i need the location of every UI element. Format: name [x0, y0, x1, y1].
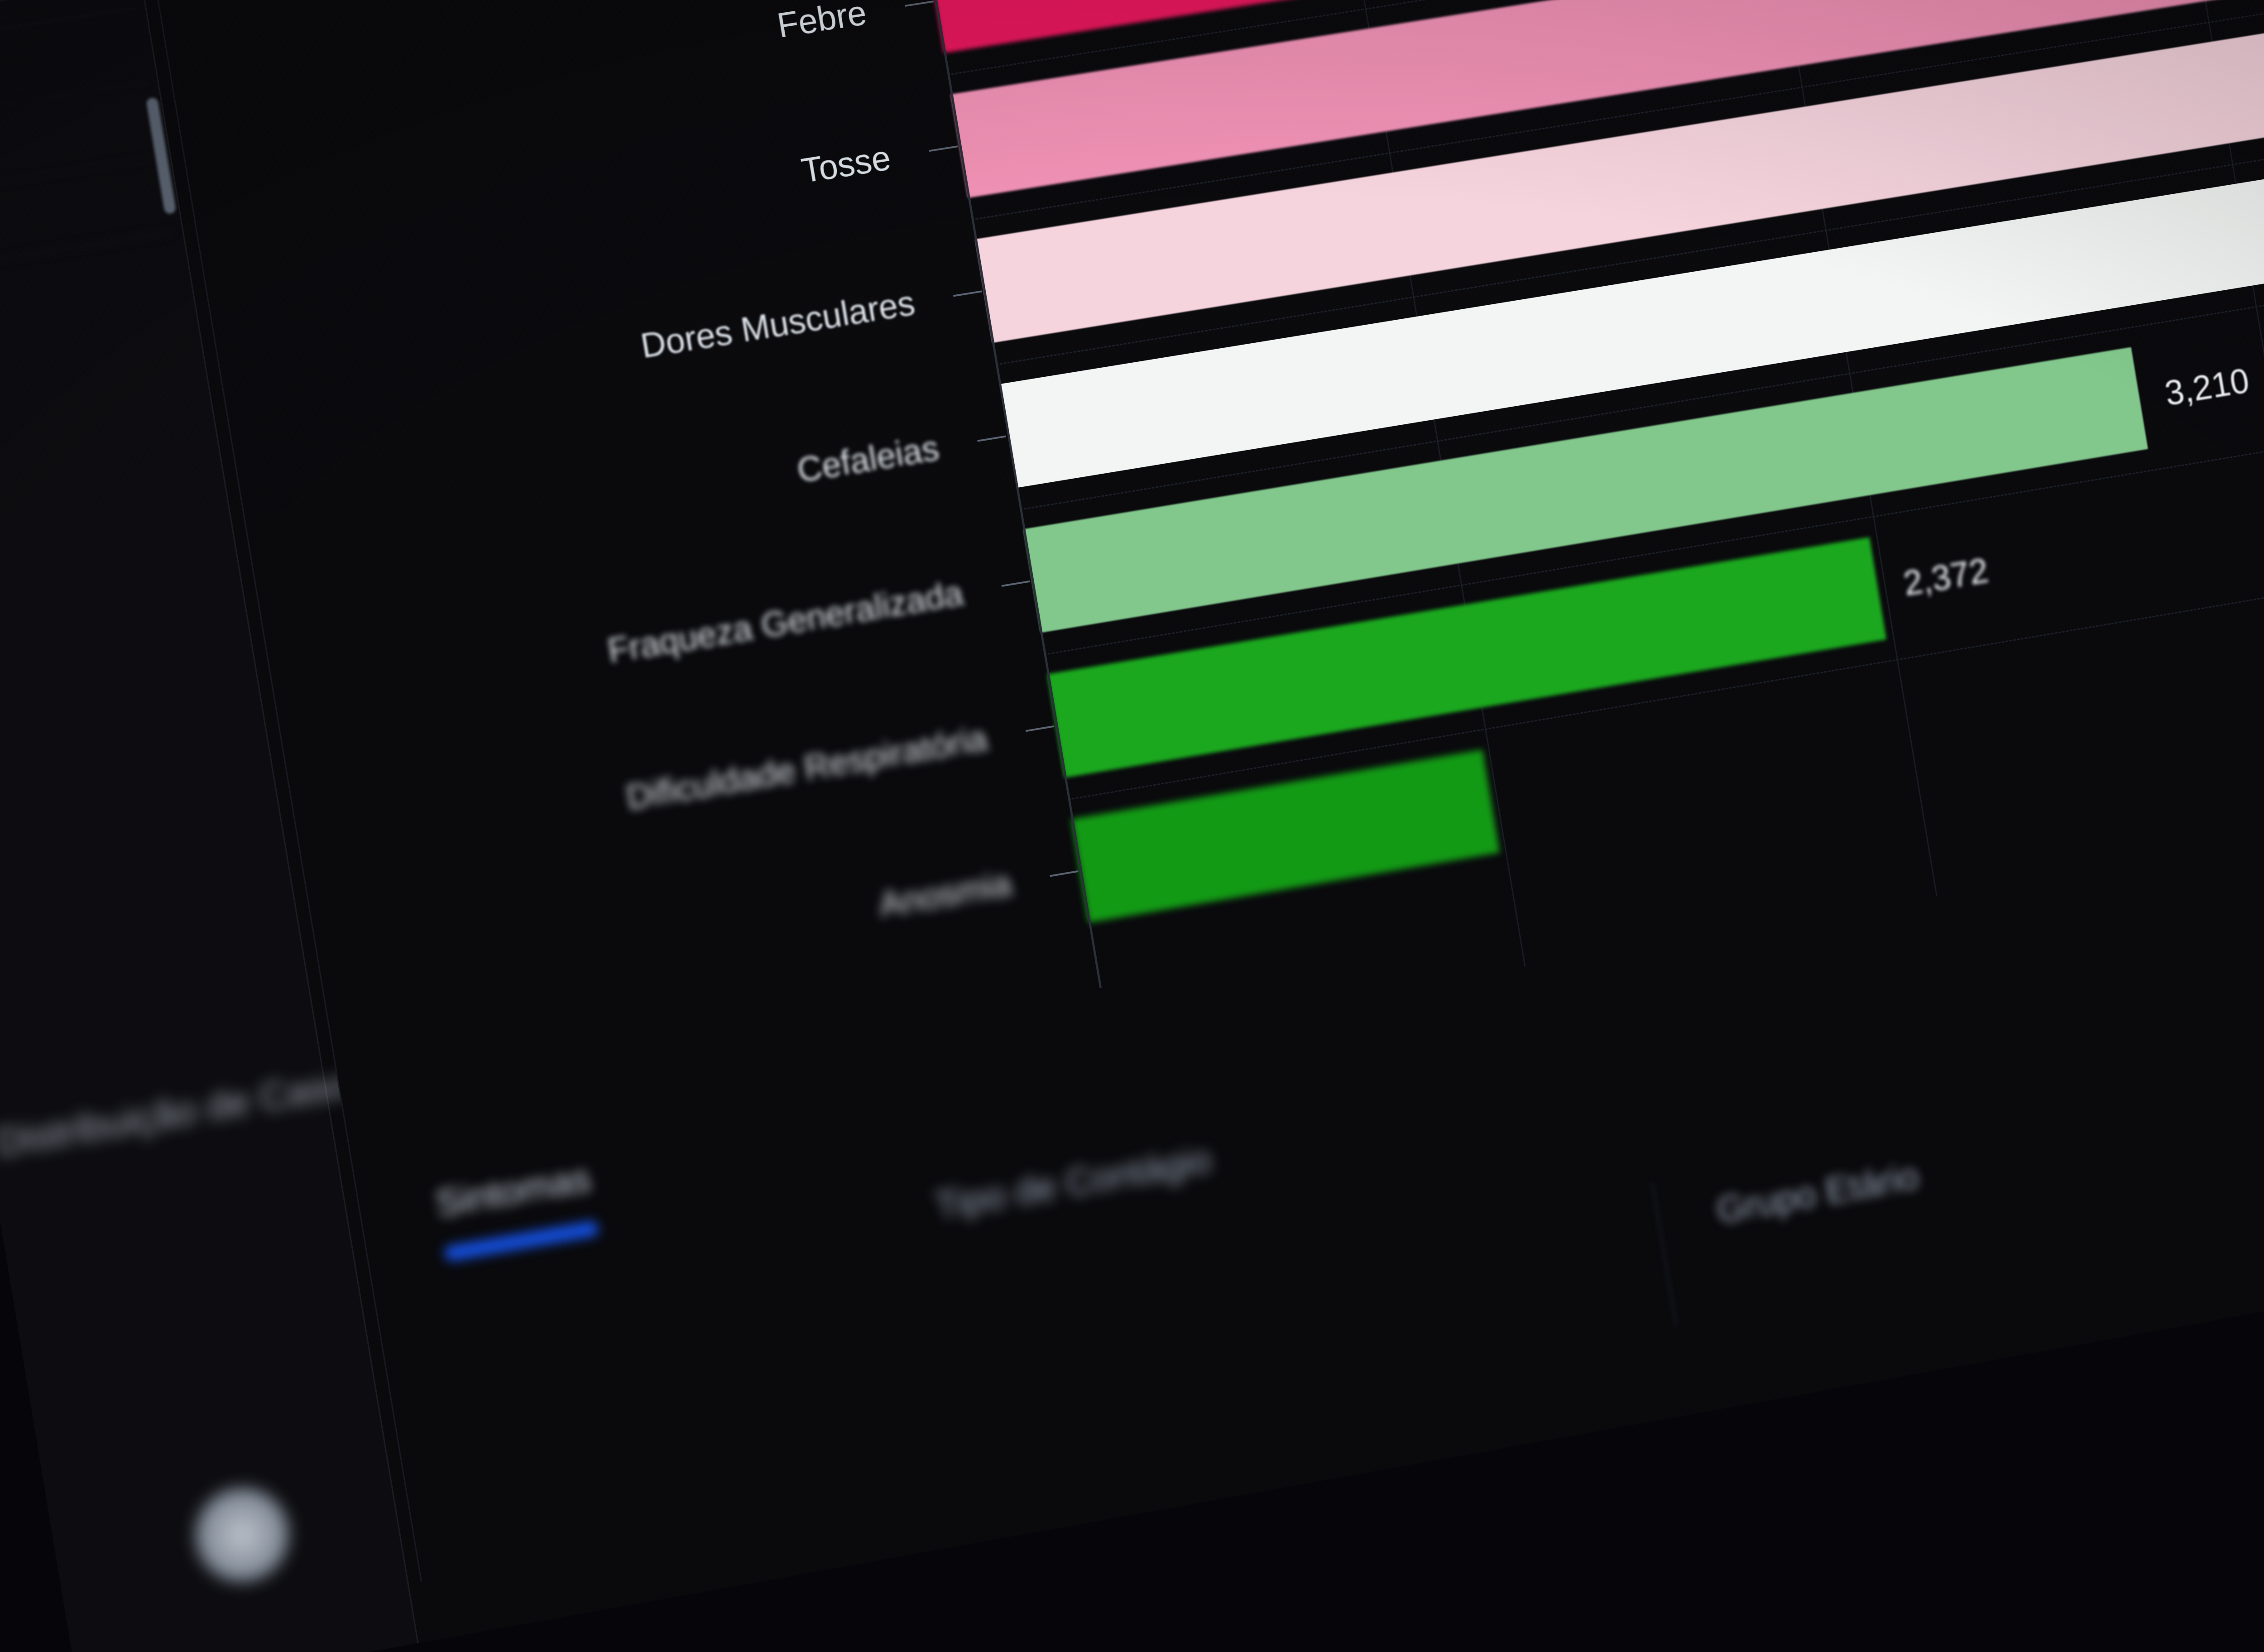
axis-tick [1050, 870, 1079, 877]
tab-grupo-etario[interactable]: Grupo Etário [1713, 1154, 1924, 1248]
axis-tick [953, 290, 982, 297]
category-label-0: Febre [250, 0, 869, 128]
axis-tick [905, 0, 934, 7]
tab-active-underline [443, 1220, 600, 1262]
category-label-3: Cefaleias [324, 427, 942, 567]
sidebar-item-label: Vila Nova de Gaia [0, 0, 7, 32]
category-label-1: Tosse [275, 137, 893, 274]
tab-label: Sintomas [433, 1156, 594, 1225]
category-label-4: Fraqueza Generalizada [348, 572, 966, 714]
axis-tick [929, 145, 958, 152]
plot-area [922, 0, 2264, 1021]
tab-label: Grupo Etário [1714, 1155, 1922, 1231]
tab-divider [1651, 1182, 1677, 1326]
sidebar-list: Vila Nova de Gaia Porto Matosinhos Maia [0, 0, 173, 284]
tab-sintomas[interactable]: Sintomas [433, 1156, 596, 1242]
bar-6[interactable] [1071, 749, 1500, 922]
axis-tick [1002, 581, 1031, 587]
symptoms-card: Sintomas Registados Febre4,280Tosse4,094… [129, 0, 2264, 1582]
category-label-2: Dores Musculares [299, 282, 918, 421]
tab-tipo-de-contagio[interactable]: Tipo de Contágio [932, 1137, 1217, 1244]
photographed-monitor: Casos Confirmados Vila Nova de Gaia Port… [0, 0, 2264, 1652]
axis-tick [1026, 725, 1055, 732]
decorative-glow [182, 1474, 302, 1595]
category-label-5: Dificuldade Respiratória [372, 717, 990, 860]
axis-tick [977, 436, 1006, 442]
category-label-6: Anosmia [397, 863, 1014, 1007]
tab-label: Tipo de Contágio [932, 1138, 1214, 1227]
